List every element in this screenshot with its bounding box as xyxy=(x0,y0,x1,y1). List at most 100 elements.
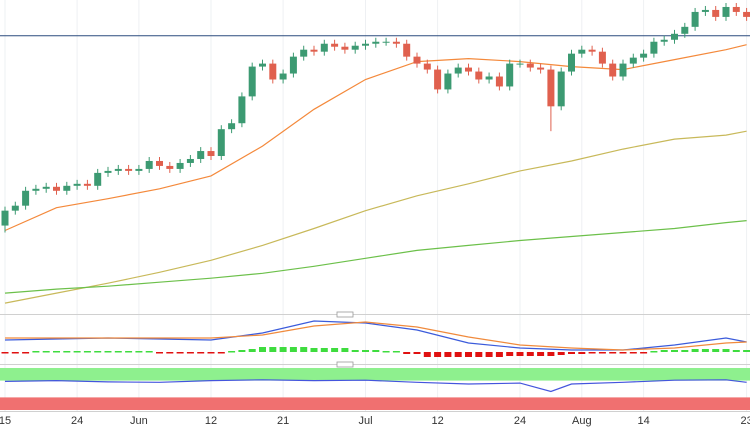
histogram-bar xyxy=(135,351,143,353)
candle-body xyxy=(382,41,390,43)
histogram-bar xyxy=(166,352,174,354)
histogram-bar xyxy=(712,349,720,352)
histogram-bar xyxy=(475,352,483,357)
histogram-bar xyxy=(32,351,40,353)
candle-body xyxy=(63,185,71,191)
candle-body xyxy=(83,183,91,186)
histogram-bar xyxy=(743,350,750,352)
candle-body xyxy=(598,51,606,64)
candle-body xyxy=(506,63,514,87)
x-tick-label: Jul xyxy=(358,415,372,427)
candle-body xyxy=(269,63,277,80)
candle-body xyxy=(516,63,524,65)
candle-body xyxy=(238,96,246,124)
histogram-bar xyxy=(320,348,328,352)
candle-body xyxy=(732,6,740,12)
candle-body xyxy=(310,49,318,52)
x-tick-label: 12 xyxy=(431,415,443,427)
candle-body xyxy=(372,41,380,44)
candle-body xyxy=(413,56,421,64)
candle-body xyxy=(444,73,452,90)
indicator-line xyxy=(4,379,747,393)
candle-body xyxy=(125,168,133,171)
histogram-bar xyxy=(619,352,627,354)
candle-body xyxy=(495,76,503,87)
x-tick-label: 14 xyxy=(637,415,649,427)
histogram-bar xyxy=(145,351,153,353)
candle-body xyxy=(485,76,493,80)
candle-body xyxy=(259,63,266,67)
x-tick-label: Jun xyxy=(130,415,148,427)
histogram-bar xyxy=(495,352,503,357)
divider-grip[interactable] xyxy=(336,361,354,368)
candle-body xyxy=(289,56,297,74)
histogram-bar xyxy=(300,347,308,352)
candle-body xyxy=(526,63,534,68)
candle-body xyxy=(392,41,400,44)
histogram-bar xyxy=(372,350,380,352)
candle-body xyxy=(42,186,50,189)
histogram-bar xyxy=(434,352,442,357)
histogram-bar xyxy=(331,348,339,352)
candle-body xyxy=(722,6,730,17)
candle-body xyxy=(331,43,339,47)
indicator-line xyxy=(4,220,747,294)
candle-body xyxy=(114,168,122,171)
indicator-line xyxy=(4,130,747,304)
histogram-bar xyxy=(83,351,91,353)
candle-body xyxy=(454,67,462,74)
divider-grip[interactable] xyxy=(336,311,354,318)
histogram-bar xyxy=(609,352,617,354)
histogram-bar xyxy=(238,350,246,352)
histogram-bar xyxy=(403,352,411,354)
x-tick-label: 23 xyxy=(740,415,750,427)
candle-body xyxy=(156,160,163,166)
histogram-bar xyxy=(660,350,668,352)
candle-body xyxy=(640,53,648,58)
candle-body xyxy=(186,158,194,163)
candle-body xyxy=(166,165,174,169)
candle-body xyxy=(197,151,205,159)
histogram-bar xyxy=(259,347,266,352)
candle-body xyxy=(475,71,483,80)
histogram-bar xyxy=(63,351,71,353)
x-tick-label: 21 xyxy=(277,415,289,427)
candle-body xyxy=(279,73,287,80)
histogram-bar xyxy=(197,352,205,354)
histogram-bar xyxy=(217,352,225,354)
candle-body xyxy=(465,67,472,72)
histogram-bar xyxy=(506,352,514,356)
candle-body xyxy=(434,69,442,90)
rsi-band xyxy=(0,397,750,410)
candle-body xyxy=(248,66,256,97)
histogram-bar xyxy=(104,351,112,353)
candle-body xyxy=(691,11,699,27)
candle-body xyxy=(743,11,750,17)
candle-body xyxy=(104,170,112,173)
candle-body xyxy=(650,41,658,54)
candle-body xyxy=(588,49,596,52)
histogram-bar xyxy=(176,352,184,354)
candle-body xyxy=(32,188,40,191)
x-tick-label: 24 xyxy=(514,415,526,427)
histogram-bar xyxy=(454,352,462,357)
candle-body xyxy=(681,26,689,34)
histogram-bar xyxy=(1,352,9,354)
x-tick-label: 24 xyxy=(71,415,83,427)
histogram-bar xyxy=(598,352,606,354)
histogram-bar xyxy=(732,350,740,352)
candle-body xyxy=(403,43,411,57)
candle-body xyxy=(578,49,586,54)
candle-body xyxy=(1,210,9,226)
candle-body xyxy=(629,57,637,64)
candle-body xyxy=(53,186,60,191)
histogram-bar xyxy=(289,347,297,352)
histogram-bar xyxy=(53,351,60,353)
candle-body xyxy=(341,46,349,50)
histogram-bar xyxy=(248,349,256,352)
histogram-bar xyxy=(125,351,133,353)
histogram-bar xyxy=(629,352,637,354)
candle-body xyxy=(300,49,308,57)
histogram-bar xyxy=(423,352,431,357)
